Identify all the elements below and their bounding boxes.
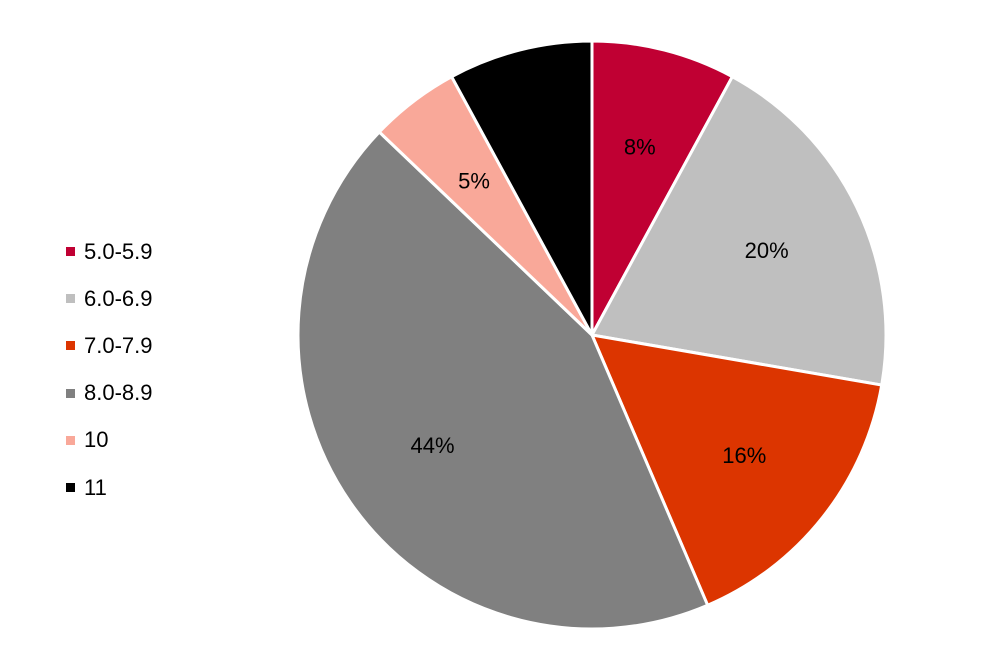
legend-item: 7.0-7.9: [66, 322, 153, 369]
legend-swatch: [66, 341, 75, 351]
pie-slices: [296, 39, 888, 631]
slice-data-label: 44%: [411, 433, 455, 458]
legend-swatch: [66, 388, 75, 398]
legend-label: 8.0-8.9: [84, 380, 153, 406]
slice-data-label: 5%: [458, 168, 490, 193]
slice-labels: 8% 20% 16% 44% 5%: [411, 134, 789, 467]
legend-item: 8.0-8.9: [66, 370, 153, 417]
pie-slice: [590, 39, 734, 337]
legend-item: 11: [66, 464, 153, 511]
legend-label: 7.0-7.9: [84, 332, 153, 358]
legend-swatch: [66, 435, 75, 445]
slice-data-label: 20%: [745, 238, 789, 263]
legend-label: 6.0-6.9: [84, 285, 153, 311]
legend: 5.0-5.9 6.0-6.9 7.0-7.9 8.0-8.9 10 11: [66, 228, 153, 511]
legend-swatch: [66, 294, 75, 304]
legend-label: 11: [84, 474, 107, 500]
legend-item: 5.0-5.9: [66, 228, 153, 275]
legend-swatch: [66, 483, 75, 493]
legend-item: 10: [66, 417, 153, 464]
legend-label: 10: [84, 427, 109, 453]
slice-data-label: 8%: [624, 134, 656, 159]
legend-item: 6.0-6.9: [66, 275, 153, 322]
pie-slice: [590, 75, 888, 387]
pie-slice: [450, 39, 594, 337]
pie-slice: [590, 333, 884, 607]
legend-label: 5.0-5.9: [84, 238, 153, 264]
slice-data-label: 16%: [722, 443, 766, 468]
legend-swatch: [66, 247, 75, 257]
pie-slice: [296, 130, 710, 631]
